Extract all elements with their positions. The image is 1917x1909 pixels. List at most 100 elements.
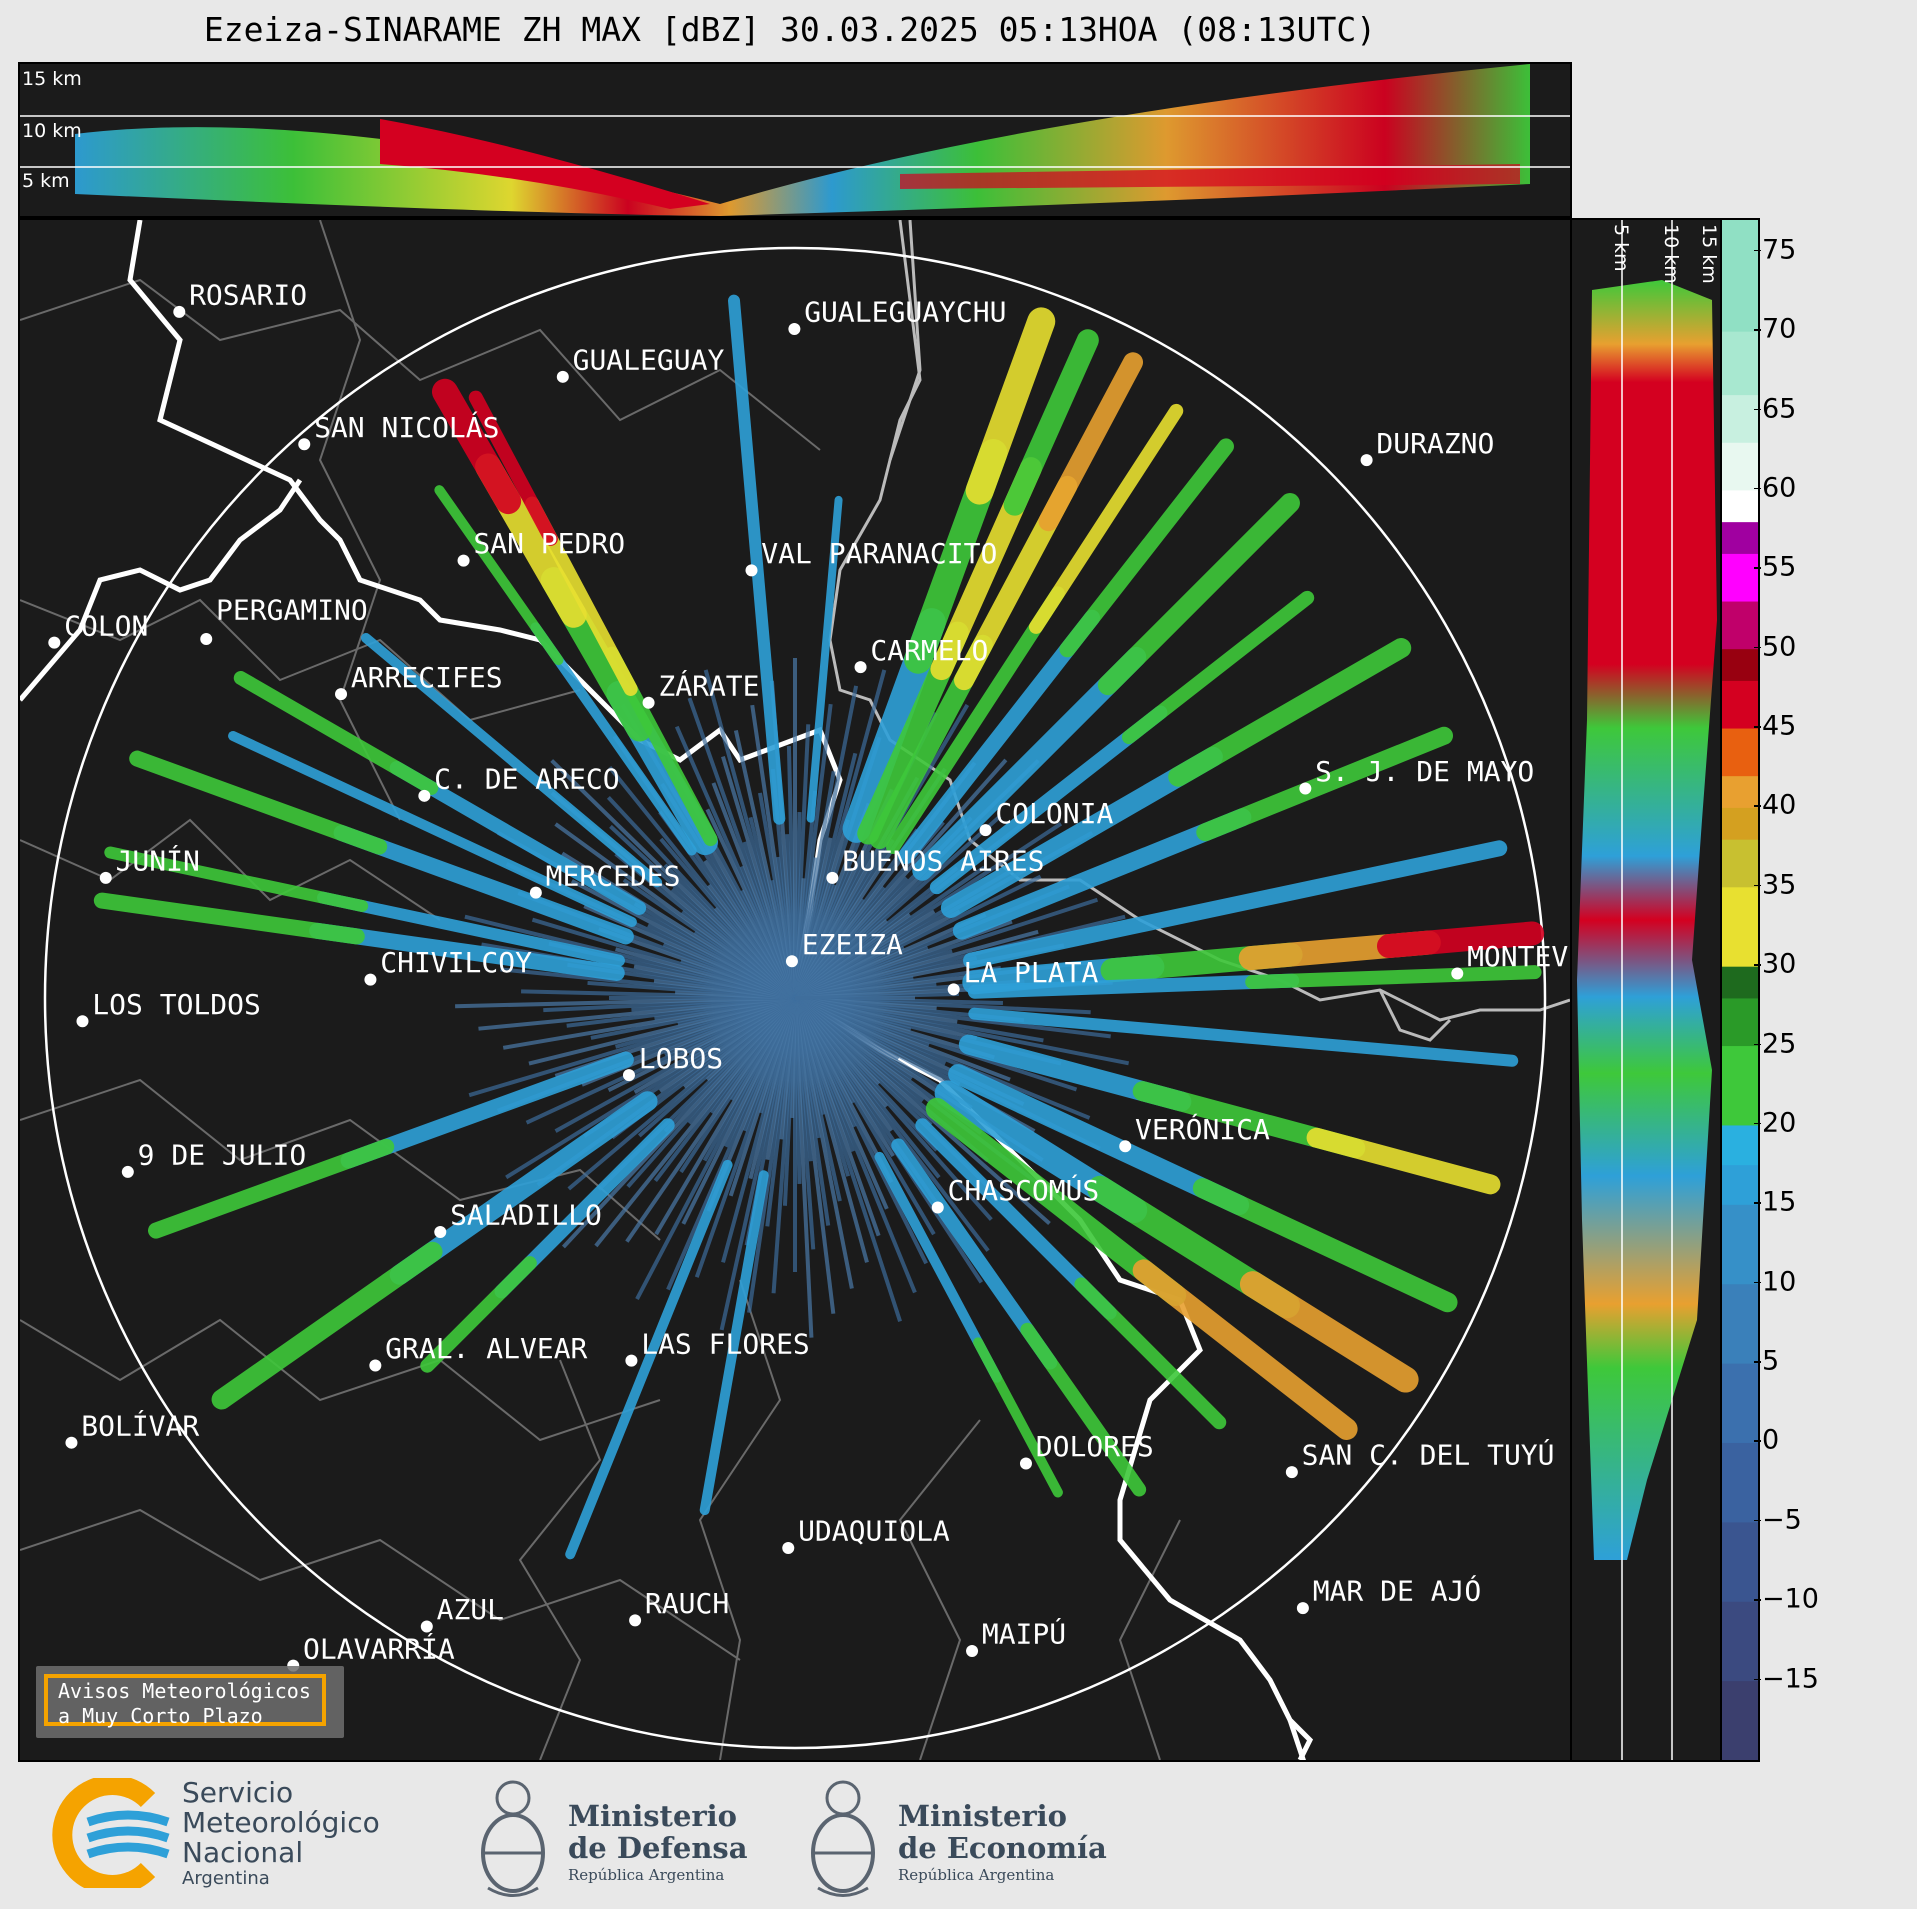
city-marker [1360,454,1373,467]
city-label-saladillo: SALADILLO [450,1199,602,1232]
economia-line-3: República Argentina [898,1866,1055,1884]
colorbar-tick [1754,487,1761,490]
city-label-mar-de-aj-: MAR DE AJÓ [1313,1574,1482,1608]
echo-beam-segment [228,730,637,927]
city-marker [785,955,798,968]
colorbar-tick-label: 30 [1762,948,1797,980]
colorbar-band [1722,394,1758,443]
city-label-los-toldos: LOS TOLDOS [92,988,261,1021]
city-label-azul: AZUL [437,1593,504,1626]
echo-beam-segment [940,746,1223,918]
echo-beam-segment [886,586,1065,855]
city-label-pergamino: PERGAMINO [216,593,368,626]
right-cross-section: 5 km 10 km 15 km [1570,218,1724,1762]
echo-beam-segment [389,1091,658,1285]
echo-beam-segment [929,705,1168,895]
echo-beam-segment [1168,638,1412,787]
city-marker [1451,967,1464,980]
radar-map-svg: ROSARIO GUALEGUAYCHU GUALEGUAY SAN NICOLÁS D… [20,220,1570,1760]
smn-logo-text: Servicio Meteorológico Nacional Argentin… [182,1778,380,1890]
city-marker [420,1620,433,1633]
city-label-san-pedro: SAN PEDRO [473,527,625,560]
colorbar-band [1722,331,1758,396]
colorbar-band [1722,775,1758,808]
echo-beam-segment [148,1138,395,1239]
colorbar-band [1722,1363,1758,1443]
city-label-las-flores: LAS FLORES [641,1327,810,1360]
city-label-rosario: ROSARIO [189,279,307,312]
echo-beam-segment [1059,438,1234,658]
colorbar-tick [1754,1043,1761,1046]
top-altitude-10km: 10 km [22,120,82,142]
city-marker [629,1614,642,1627]
colorbar-tick [1754,646,1761,649]
echo-beam-segment [233,671,439,795]
city-marker [979,824,992,837]
city-marker [1299,782,1312,795]
colorbar-band [1722,601,1758,650]
city-label-chascom-s: CHASCOMÚS [948,1173,1100,1207]
colorbar-band [1722,680,1758,729]
colorbar-tick [1754,1202,1761,1204]
right-altitude-10km: 10 km [1660,224,1682,284]
city-marker [173,305,186,318]
colorbar-tick-label: 75 [1762,234,1797,266]
uruguay-coast [828,220,1570,1042]
echo-beam-segment [129,750,388,855]
city-marker [854,661,867,674]
colorbar-band [1722,966,1758,999]
colorbar-band [1722,1442,1758,1523]
economia-line-1: Ministerio [898,1799,1068,1833]
echo-beam-segment [317,891,625,967]
defensa-line-2: de Defensa [568,1831,748,1865]
colorbar-tick [1754,1599,1761,1601]
colorbar-tick-label: 55 [1762,551,1797,583]
smn-line-1: Servicio [182,1776,294,1809]
colorbar-band [1722,489,1758,523]
colorbar-band [1722,1124,1758,1166]
colorbar-tick-label: −15 [1762,1663,1819,1695]
city-marker [364,973,377,986]
colorbar-tick-label: 15 [1762,1186,1797,1218]
city-marker [782,1542,795,1555]
warning-line-2: a Muy Corto Plazo [58,1704,263,1728]
top-cross-section: 15 km 10 km 5 km [18,62,1572,218]
echo-beam-segment [727,294,786,825]
colorbar-tick [1754,1361,1761,1363]
top-altitude-5km: 5 km [22,170,70,192]
echo-beam-segment [968,1007,1519,1067]
colorbar-band [1722,553,1758,602]
city-label-olavarr-a: OLAVARRÍA [303,1631,455,1665]
echo-beam-segment [963,840,1508,969]
city-label-9-de-julio: 9 DE JULIO [138,1139,307,1172]
city-label-val-paranacito: VAL PARANACITO [761,537,997,570]
city-label-udaquiola: UDAQUIOLA [798,1515,950,1548]
colorbar-tick [1754,1440,1761,1442]
city-marker [121,1165,134,1178]
colorbar-tick-label: 35 [1762,869,1797,901]
warning-box[interactable]: Avisos Meteorológicos a Muy Corto Plazo [36,1666,344,1738]
colorbar-tick [1754,1519,1761,1522]
colorbar-tick [1754,408,1761,410]
colorbar-band [1722,1164,1758,1205]
echo-beam-segment [361,633,663,888]
colorbar-band [1722,728,1758,777]
echo-beam-segment [1192,1178,1458,1313]
echo-beam-segment [434,485,564,666]
economia-coat-of-arms-icon [811,1780,875,1897]
city-label-c-de-areco: C. DE ARECO [434,762,619,795]
colorbar-band [1722,997,1758,1047]
city-marker [434,1225,447,1238]
city-marker [369,1359,382,1372]
city-marker [418,789,431,802]
echo-beam-segment [1003,329,1099,516]
echo-beam-segment [965,307,1056,505]
colorbar-tick [1754,1122,1761,1125]
echo-beam-segment [699,1170,769,1516]
colorbar-band [1722,839,1758,888]
city-label-gral-alvear: GRAL. ALVEAR [385,1332,587,1365]
echo-beam-segment [333,824,634,945]
colorbar-tick-label: −5 [1762,1504,1802,1536]
colorbar-tick-label: 65 [1762,393,1797,424]
colorbar-tick [1754,249,1761,252]
